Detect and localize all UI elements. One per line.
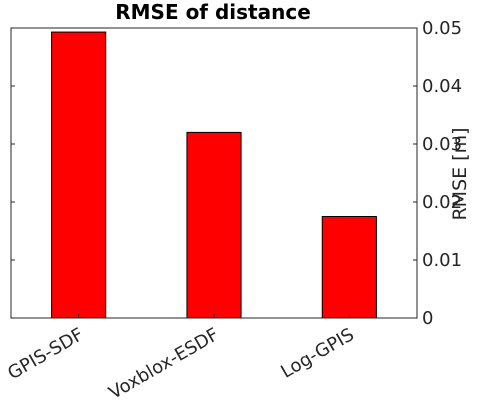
- bar-log-gpis: [321, 216, 377, 319]
- chart-title: RMSE of distance: [115, 0, 311, 24]
- y-tick-label: 0.01: [422, 250, 462, 271]
- x-tick-label: GPIS-SDF: [4, 324, 87, 384]
- bar-gpis-sdf: [51, 31, 107, 319]
- bars-group: [51, 31, 377, 319]
- y-tick-label: 0.02: [422, 192, 462, 213]
- y-axis-label: RMSE [m]: [449, 127, 471, 220]
- y-tick-label: 0.04: [422, 76, 462, 97]
- y-tick-label: 0.03: [422, 134, 462, 155]
- x-axis-ticks: GPIS-SDF Voxblox-ESDF Log-GPIS: [4, 314, 358, 404]
- y-tick-label: 0: [422, 308, 433, 329]
- bar-voxblox-esdf: [186, 131, 242, 319]
- y-axis-ticks: 0 0.01 0.02 0.03 0.04 0.05: [11, 18, 462, 329]
- x-tick-label: Log-GPIS: [277, 324, 358, 383]
- y-tick-label: 0.05: [422, 18, 462, 39]
- x-tick-label: Voxblox-ESDF: [105, 324, 222, 404]
